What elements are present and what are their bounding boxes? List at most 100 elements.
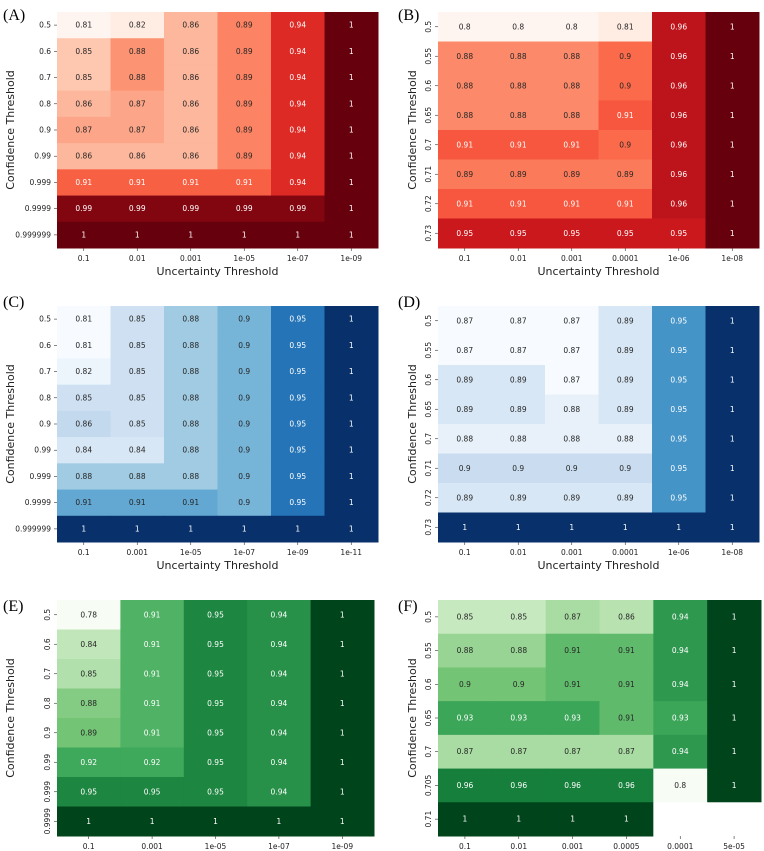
- heatmap-cell: [57, 143, 111, 170]
- heatmap-cell: [57, 384, 111, 412]
- cell-value-label: 0.93: [564, 714, 581, 723]
- cell-value-label: 0.91: [182, 498, 199, 507]
- cell-value-label: 1: [570, 815, 575, 824]
- cell-value-label: 0.87: [564, 747, 581, 756]
- cell-value-label: 1: [213, 817, 218, 826]
- heatmap-cell: [217, 515, 272, 543]
- cell-value-label: 0.91: [617, 111, 634, 120]
- cell-value-label: 0.86: [182, 21, 199, 30]
- heatmap-cell: [110, 64, 165, 92]
- heatmap-cell: [705, 453, 760, 484]
- heatmap-cell: [217, 463, 272, 491]
- heatmap-cell: [545, 734, 600, 770]
- cell-value-label: 0.95: [670, 229, 687, 238]
- cell-value-label: 0.91: [564, 680, 581, 689]
- cell-value-label: 0.99: [75, 204, 92, 213]
- x-tick-label: 0.001: [141, 842, 163, 851]
- heatmap-cell: [491, 667, 547, 702]
- cell-value-label: 1: [732, 612, 737, 621]
- cell-value-label: 0.89: [456, 170, 473, 179]
- cell-value-label: 0.88: [563, 81, 580, 90]
- heatmap-cell: [271, 38, 325, 65]
- cell-value-label: 0.91: [144, 610, 161, 619]
- heatmap-cell: [271, 489, 325, 517]
- heatmap-cell: [324, 306, 379, 333]
- cell-value-label: 0.9: [513, 680, 525, 689]
- cell-value-label: 0.85: [75, 393, 92, 402]
- heatmap-cell: [324, 437, 379, 464]
- heatmap-cell: [57, 747, 121, 778]
- cell-value-label: 0.93: [672, 714, 689, 723]
- x-tick-label: 0.1: [459, 548, 471, 557]
- y-tick-label: 0.999: [30, 178, 52, 187]
- heatmap-cell: [438, 306, 492, 336]
- cell-value-label: 1: [569, 523, 574, 532]
- cell-value-label: 1: [277, 817, 282, 826]
- cell-value-label: 0.88: [75, 472, 92, 481]
- cell-value-label: 1: [676, 523, 681, 532]
- cell-value-label: 0.95: [80, 787, 97, 796]
- cell-value-label: 0.95: [670, 316, 687, 325]
- cell-value-label: 1: [732, 747, 737, 756]
- x-tick-label: 0.1: [459, 254, 471, 263]
- heatmap-cell: [217, 90, 272, 118]
- heatmap-cell: [120, 659, 185, 689]
- heatmap-cell: [491, 71, 546, 101]
- x-tick-label: 0.1: [78, 548, 90, 557]
- heatmap-cell: [164, 332, 218, 359]
- cell-value-label: 1: [349, 472, 354, 481]
- heatmap-cell: [247, 659, 312, 689]
- cell-value-label: 0.91: [144, 669, 161, 678]
- cell-value-label: 1: [349, 393, 354, 402]
- heatmap-cell: [598, 335, 653, 366]
- heatmap-cell: [652, 218, 706, 249]
- heatmap-cell: [545, 667, 600, 702]
- heatmap-cell: [324, 38, 379, 65]
- heatmap-cell: [57, 116, 111, 144]
- cell-value-label: 0.91: [144, 640, 161, 649]
- cell-value-label: 0.95: [670, 346, 687, 355]
- heatmap-cell: [57, 195, 111, 223]
- heatmap-cell: [491, 701, 547, 736]
- heatmap-cell: [438, 734, 493, 770]
- heatmap-cell: [183, 629, 248, 660]
- heatmap-cell: [247, 629, 312, 660]
- cell-value-label: 0.88: [563, 52, 580, 61]
- heatmap-cell: [164, 143, 218, 170]
- heatmap-cell: [491, 365, 546, 395]
- heatmap-cell: [491, 424, 546, 454]
- heatmap-cell: [598, 100, 653, 131]
- x-tick-label: 1e-07: [233, 548, 255, 557]
- heatmap-cell: [57, 515, 111, 543]
- heatmap-cell: [183, 747, 248, 778]
- cell-value-label: 0.84: [75, 446, 92, 455]
- heatmap-cell: [271, 195, 325, 223]
- cell-value-label: 0.94: [289, 73, 306, 82]
- y-tick-label: 0.8: [39, 393, 51, 402]
- cell-value-label: 0.86: [182, 126, 199, 135]
- heatmap-cell: [120, 688, 185, 719]
- cell-value-label: 0.87: [510, 747, 527, 756]
- heatmap-cell: [310, 718, 375, 748]
- panel-label: (D): [398, 294, 420, 311]
- cell-value-label: 0.91: [563, 199, 580, 208]
- heatmap-cell: [705, 394, 760, 425]
- cell-value-label: 0.88: [182, 315, 199, 324]
- cell-value-label: 0.86: [75, 420, 92, 429]
- x-tick-label: 0.01: [510, 842, 527, 851]
- heatmap-cell: [120, 718, 185, 748]
- heatmap-cell: [438, 633, 493, 668]
- heatmap-cell: [110, 306, 165, 333]
- heatmap-cell: [438, 802, 493, 837]
- cell-value-label: 1: [730, 316, 735, 325]
- cell-value-label: 1: [135, 524, 140, 533]
- cell-value-label: 1: [349, 73, 354, 82]
- cell-value-label: 0.89: [617, 170, 634, 179]
- cell-value-label: 0.9: [238, 446, 250, 455]
- heatmap-cell: [271, 437, 325, 464]
- y-tick-label: 0.7: [39, 73, 51, 82]
- heatmap-cell: [652, 335, 706, 366]
- cell-value-label: 1: [730, 140, 735, 149]
- heatmap-panel: (B) 0.8 0.8 0.8 0.81 0.96 1 0.88 0.88 0.88 0.9 0.96…: [398, 7, 760, 278]
